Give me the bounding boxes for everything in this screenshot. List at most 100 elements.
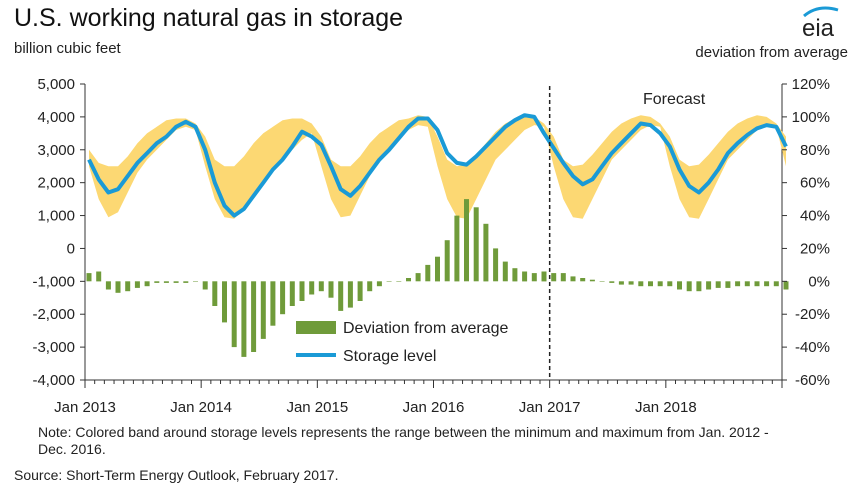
deviation-bar [599,281,605,282]
deviation-bar [589,279,595,282]
deviation-bar [570,276,576,282]
deviation-bar [202,281,208,290]
deviation-bar [338,281,344,311]
deviation-bar [773,281,779,287]
deviation-bar [125,281,131,292]
deviation-bar [134,281,140,288]
forecast-label: Forecast [643,91,706,108]
deviation-bar [299,281,305,301]
y-left-tick-label: -1,000 [32,273,75,290]
y-right-tick-label: -60% [795,372,830,389]
eia-logo: eia [802,6,839,42]
deviation-bar [628,281,634,285]
y-left-tick-label: 2,000 [37,175,75,192]
deviation-bar [667,281,673,287]
y-right-tick-label: -20% [795,306,830,323]
min-max-band [89,115,786,219]
deviation-bar [541,271,547,282]
deviation-bar [386,281,392,282]
deviation-bar [154,281,160,283]
y-right-tick-label: 100% [792,109,830,126]
deviation-bar [493,248,499,282]
y-left-tick-label: -4,000 [32,372,75,389]
deviation-bar [696,281,702,292]
deviation-bar [522,271,528,282]
deviation-bar [706,281,712,290]
x-tick-label: Jan 2017 [519,399,581,416]
source-note: Source: Short-Term Energy Outlook, Febru… [14,467,339,483]
deviation-bar [609,281,615,283]
deviation-bar [289,281,295,306]
deviation-bar [783,281,789,290]
x-tick-label: Jan 2015 [286,399,348,416]
y-left-tick-label: 0 [67,240,75,257]
deviation-bar [435,256,440,282]
legend-label-storage: Storage level [343,348,436,365]
deviation-bar [163,281,169,283]
y-right-tick-label: 0% [808,273,830,290]
deviation-bar [764,281,770,287]
y-left-tick-label: 4,000 [37,109,75,126]
deviation-bar [735,281,741,287]
y-right-tick-label: 20% [800,240,830,257]
deviation-bar [357,281,363,301]
deviation-bar [212,281,218,306]
deviation-bar [318,281,324,292]
deviation-bar [425,264,431,282]
y-right-tick-label: 80% [800,142,830,159]
x-tick-label: Jan 2014 [170,399,232,416]
deviation-bar [347,281,353,308]
deviation-bar [406,278,411,282]
right-axis-unit: deviation from average [695,44,848,61]
deviation-bar [367,281,373,292]
deviation-bar [473,207,479,282]
storage-line [87,113,788,218]
y-left-tick-label: 1,000 [37,208,75,225]
deviation-bar [648,281,653,287]
deviation-bar [754,281,760,287]
deviation-bar [415,273,421,282]
y-right-tick-label: -40% [795,339,830,356]
deviation-bar [483,223,489,282]
deviation-bar [231,281,237,348]
deviation-bar [251,281,257,352]
deviation-bar [86,273,92,282]
svg-text:eia: eia [802,15,835,42]
y-right-tick-label: 40% [800,208,830,225]
legend-swatch-deviation [296,321,336,334]
deviation-bar [638,281,644,287]
deviation-bar [193,281,198,282]
deviation-bar [241,281,247,357]
deviation-bar [444,240,450,282]
deviation-bar [115,281,121,293]
deviation-bar [725,281,731,288]
y-left-tick-label: -2,000 [32,306,75,323]
deviation-bar [618,281,624,285]
deviation-bar [580,278,586,282]
y-left-tick-label: 5,000 [37,76,75,93]
legend-label-deviation: Deviation from average [343,320,509,337]
deviation-bar [502,261,508,282]
deviation-bar [744,281,750,287]
x-tick-label: Jan 2013 [54,399,116,416]
left-axis-unit: billion cubic feet [14,40,121,57]
deviation-bar [105,281,111,290]
deviation-bar [173,281,179,283]
chart-title: U.S. working natural gas in storage [14,4,404,32]
y-right-tick-label: 60% [800,175,830,192]
deviation-bar [270,281,276,326]
deviation-bar [309,281,315,295]
deviation-bar [144,281,150,287]
deviation-bar [677,281,682,290]
deviation-bar [657,281,663,287]
y-right-tick-label: 120% [792,76,830,93]
deviation-bar [183,281,189,283]
deviation-bar [686,281,692,292]
deviation-bar [551,273,557,282]
deviation-bar [512,268,518,282]
y-left-tick-label: 3,000 [37,142,75,159]
deviation-bar [715,281,721,288]
deviation-bar [222,281,227,323]
deviation-bar [328,281,334,298]
